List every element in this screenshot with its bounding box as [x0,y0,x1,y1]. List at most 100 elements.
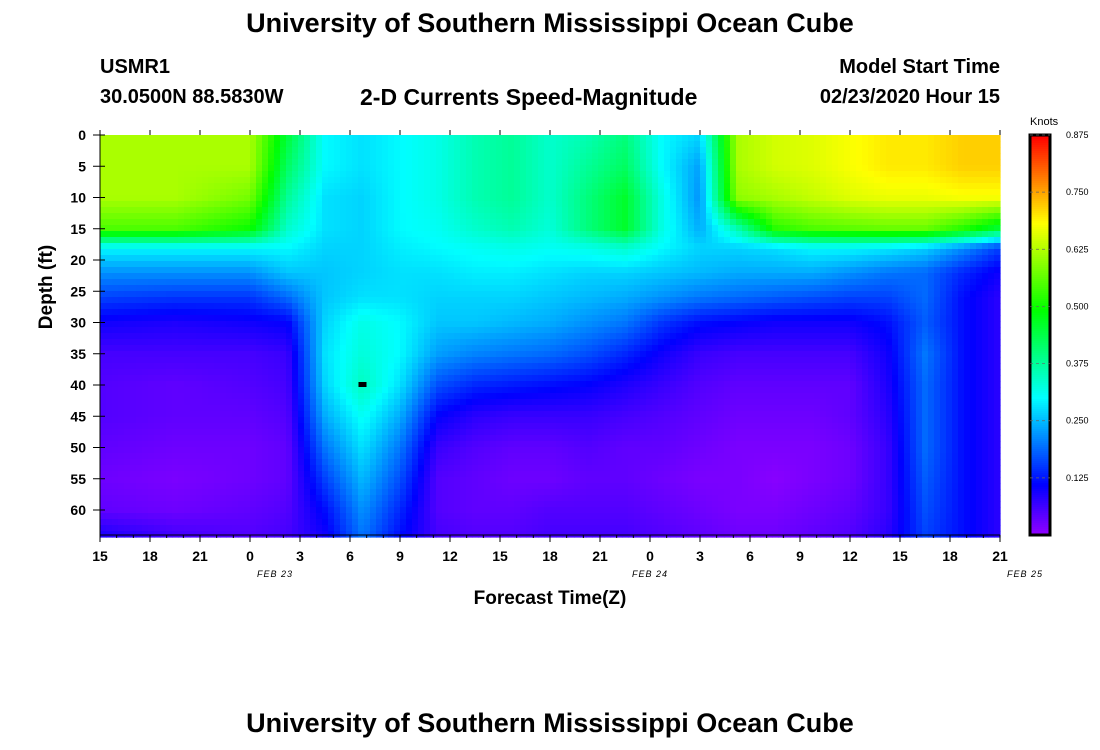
heatmap-cell [526,309,533,316]
heatmap-cell [670,183,677,190]
heatmap-cell [754,183,761,190]
heatmap-cell [382,303,389,310]
heatmap-cell [676,183,683,190]
heatmap-cell [118,279,125,286]
heatmap-cell [694,207,701,214]
heatmap-cell [484,303,491,310]
heatmap-cell [208,189,215,196]
heatmap-cell [484,273,491,280]
heatmap-cell [580,219,587,226]
heatmap-cell [562,219,569,226]
heatmap-cell [514,159,521,166]
heatmap-cell [742,303,749,310]
heatmap-cell [340,303,347,310]
heatmap-cell [442,165,449,172]
heatmap-cell [160,177,167,184]
heatmap-cell [958,141,965,148]
heatmap-cell [160,231,167,238]
heatmap-cell [676,225,683,232]
heatmap-cell [394,225,401,232]
heatmap-cell [748,213,755,220]
heatmap-cell [196,315,203,322]
heatmap-cell [424,327,431,334]
heatmap-cell [694,267,701,274]
heatmap-cell [784,213,791,220]
heatmap-cell [544,249,551,256]
heatmap-cell [766,255,773,262]
heatmap-cell [478,141,485,148]
heatmap-cell [424,315,431,322]
heatmap-cell [154,237,161,244]
heatmap-cell [556,327,563,334]
heatmap-cell [220,291,227,298]
heatmap-cell [124,261,131,268]
heatmap-cell [742,255,749,262]
heatmap-cell [844,159,851,166]
heatmap-cell [472,315,479,322]
heatmap-cell [754,267,761,274]
heatmap-cell [208,213,215,220]
heatmap-cell [304,261,311,268]
heatmap-cell [988,249,995,256]
heatmap-cell [262,153,269,160]
heatmap-cell [682,309,689,316]
heatmap-cell [760,285,767,292]
heatmap-cell [928,237,935,244]
heatmap-cell [700,291,707,298]
heatmap-cell [514,153,521,160]
heatmap-cell [784,273,791,280]
heatmap-cell [580,159,587,166]
heatmap-cell [988,303,995,310]
heatmap-cell [124,207,131,214]
heatmap-cell [628,291,635,298]
heatmap-cell [610,165,617,172]
heatmap-cell [622,225,629,232]
heatmap-cell [196,303,203,310]
heatmap-cell [466,237,473,244]
heatmap-cell [892,153,899,160]
heatmap-cell [370,249,377,256]
heatmap-cell [280,213,287,220]
heatmap-cell [838,315,845,322]
heatmap-cell [460,285,467,292]
heatmap-cell [208,165,215,172]
heatmap-cell [274,243,281,250]
heatmap-cell [244,285,251,292]
heatmap-cell [544,303,551,310]
heatmap-cell [292,195,299,202]
heatmap-cell [130,213,137,220]
heatmap-cell [628,189,635,196]
heatmap-cell [256,165,263,172]
heatmap-cell [706,159,713,166]
heatmap-cell [190,327,197,334]
heatmap-cell [172,231,179,238]
heatmap-cell [454,255,461,262]
heatmap-cell [478,177,485,184]
heatmap-cell [688,177,695,184]
heatmap-cell [304,141,311,148]
heatmap-cell [628,225,635,232]
heatmap-cell [742,201,749,208]
heatmap-cell [826,315,833,322]
heatmap-cell [802,171,809,178]
heatmap-cell [352,309,359,316]
heatmap-cell [454,177,461,184]
heatmap-cell [520,267,527,274]
heatmap-cell [322,189,329,196]
heatmap-cell [676,327,683,334]
heatmap-cell [634,231,641,238]
heatmap-cell [364,141,371,148]
heatmap-cell [592,255,599,262]
heatmap-cell [598,267,605,274]
heatmap-cell [250,327,257,334]
heatmap-cell [238,147,245,154]
heatmap-cell [586,201,593,208]
heatmap-cell [760,273,767,280]
heatmap-cell [502,279,509,286]
heatmap-cell [586,135,593,142]
heatmap-cell [286,219,293,226]
heatmap-cell [850,303,857,310]
heatmap-cell [166,237,173,244]
heatmap-cell [910,249,917,256]
heatmap-cell [448,249,455,256]
